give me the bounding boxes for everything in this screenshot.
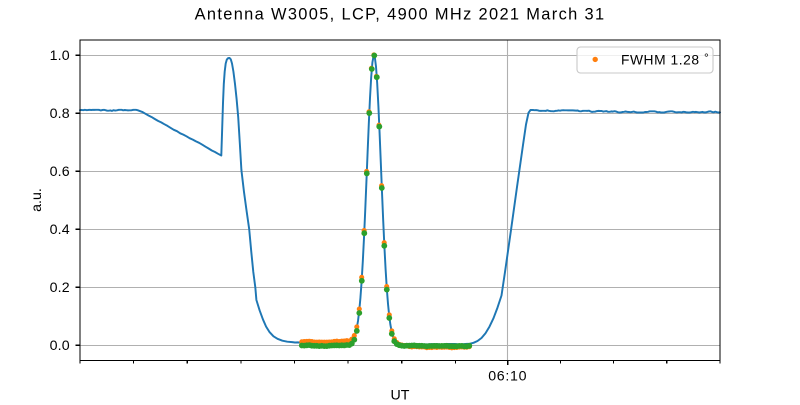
svg-text:a.u.: a.u. — [29, 188, 45, 212]
svg-text:0.8: 0.8 — [50, 106, 70, 122]
svg-text:UT: UT — [391, 388, 410, 401]
svg-text:0.6: 0.6 — [50, 164, 70, 180]
svg-text:0.4: 0.4 — [50, 222, 70, 238]
svg-text:0.2: 0.2 — [50, 280, 70, 296]
svg-text:0.0: 0.0 — [50, 338, 70, 354]
svg-text:1.0: 1.0 — [50, 48, 70, 64]
svg-text:FWHM 1.28 °: FWHM 1.28 ° — [621, 51, 709, 68]
svg-text:06:10: 06:10 — [488, 369, 527, 385]
svg-text:Antenna W3005, LCP, 4900 MHz 2: Antenna W3005, LCP, 4900 MHz 2021 March … — [195, 6, 606, 24]
